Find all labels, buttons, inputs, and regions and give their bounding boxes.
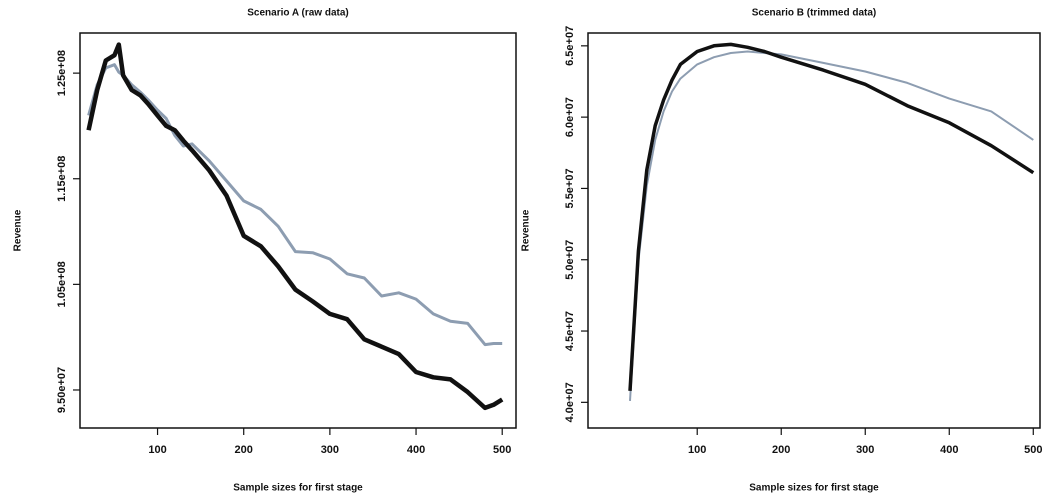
x-tick-label: 300 xyxy=(321,444,339,456)
y-tick-label: 9.50e+07 xyxy=(56,367,68,413)
x-tick-label: 400 xyxy=(407,444,425,456)
y-tick-label: 1.05e+08 xyxy=(56,261,68,307)
y-tick-label: 5.0e+07 xyxy=(564,240,576,280)
x-tick-label: 200 xyxy=(772,444,790,456)
y-tick-label: 4.5e+07 xyxy=(564,311,576,351)
chart-title: Scenario B (trimmed data) xyxy=(752,8,876,19)
y-axis-label: Revenue xyxy=(521,209,532,251)
x-axis-label: Sample sizes for first stage xyxy=(233,483,363,494)
y-tick-label: 4.0e+07 xyxy=(564,382,576,422)
x-tick-label: 100 xyxy=(688,444,706,456)
x-tick-label: 100 xyxy=(148,444,166,456)
x-axis-label: Sample sizes for first stage xyxy=(749,483,879,494)
series-line xyxy=(629,50,1034,401)
x-tick-label: 500 xyxy=(1024,444,1042,456)
x-tick-label: 400 xyxy=(940,444,958,456)
plot-frame xyxy=(79,32,517,429)
y-tick-label: 1.15e+08 xyxy=(56,156,68,202)
y-tick-label: 6.5e+07 xyxy=(564,26,576,66)
x-tick-label: 200 xyxy=(235,444,253,456)
y-tick-label: 6.0e+07 xyxy=(564,97,576,137)
chart-title: Scenario A (raw data) xyxy=(247,8,349,19)
y-tick-label: 5.5e+07 xyxy=(564,168,576,208)
x-tick-label: 300 xyxy=(856,444,874,456)
plot-frame xyxy=(587,32,1041,429)
series-line xyxy=(86,42,504,411)
y-axis-label: Revenue xyxy=(13,209,24,251)
x-tick-label: 500 xyxy=(493,444,511,456)
series-line xyxy=(628,42,1035,392)
y-tick-label: 1.25e+08 xyxy=(56,50,68,96)
